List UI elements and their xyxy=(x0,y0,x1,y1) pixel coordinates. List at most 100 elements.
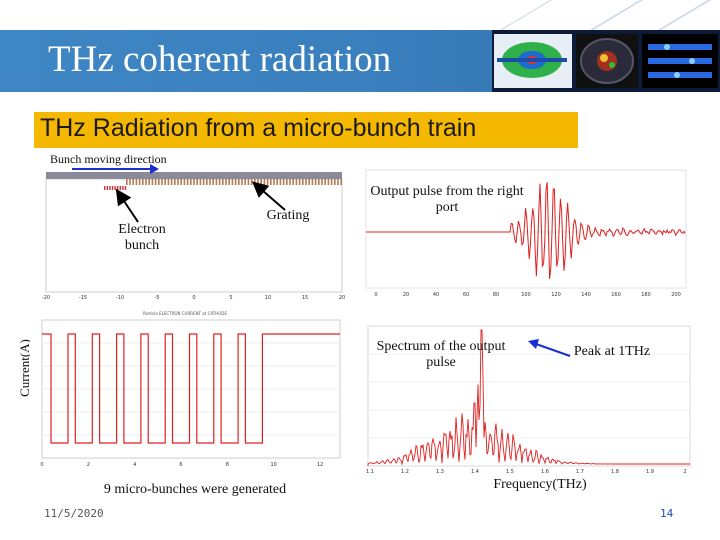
svg-text:Particle ELECTRON CURRENT at C: Particle ELECTRON CURRENT at CATHODE xyxy=(143,311,227,316)
grating-tooth xyxy=(180,179,182,185)
grating-tooth xyxy=(199,179,202,185)
grating-tooth xyxy=(177,179,179,185)
grating-tooth xyxy=(215,179,218,185)
grating-tooth xyxy=(241,179,243,185)
electron-bunch-marks xyxy=(104,186,127,190)
pulse-x-ticks: 0 20 40 60 80 100 120 140 160 180 200 xyxy=(374,292,680,298)
bunch-mark xyxy=(122,186,124,190)
grating-tooth xyxy=(202,179,205,185)
grating-tooth xyxy=(302,179,304,185)
x-tick-labels: -20 -15 -10 -5 0 5 10 15 20 xyxy=(42,295,345,301)
x-tick-label: 40 xyxy=(433,292,439,298)
x-tick-label: 1.3 xyxy=(436,469,444,475)
grating-tooth xyxy=(244,179,246,185)
grating-tooth xyxy=(154,179,157,185)
header-illustrations xyxy=(492,30,720,92)
x-tick-label: 4 xyxy=(133,462,136,468)
output-pulse-label: Output pulse from the right port xyxy=(370,184,524,215)
grating-tooth xyxy=(234,179,237,185)
current-grid xyxy=(42,342,340,436)
grating-tooth xyxy=(190,179,192,185)
bunch-direction-arrow xyxy=(72,164,159,174)
grating-tooth xyxy=(193,179,195,185)
electron-bunch-label: Electron bunch xyxy=(118,222,166,253)
x-tick-label: 180 xyxy=(641,292,651,298)
grating-tooth xyxy=(135,179,138,185)
bunch-mark xyxy=(117,186,119,190)
grating-tooth xyxy=(247,179,250,185)
grating-tooth xyxy=(129,179,131,185)
page-number: 14 xyxy=(660,507,674,520)
grating-tooth xyxy=(142,179,144,185)
x-tick-label: 0 xyxy=(374,292,377,298)
x-tick-label: -5 xyxy=(155,295,160,301)
grating-tooth xyxy=(167,179,170,185)
accelerator-image-2 xyxy=(576,34,638,88)
x-tick-label: 1.4 xyxy=(471,469,479,475)
grating-tooth xyxy=(295,179,298,185)
x-tick-label: 12 xyxy=(317,462,323,468)
grating-tooth xyxy=(318,179,320,185)
x-tick-label: 2 xyxy=(683,469,686,475)
grating-tooth xyxy=(279,179,282,185)
grating-tooth xyxy=(321,179,323,185)
x-tick-label: -15 xyxy=(79,295,87,301)
slide-subtitle: THz Radiation from a micro-bunch train xyxy=(40,114,477,142)
x-tick-label: 100 xyxy=(521,292,531,298)
grating-tooth xyxy=(330,179,333,185)
grating-tooth xyxy=(138,179,141,185)
current-trace xyxy=(42,333,340,444)
x-tick-label: 20 xyxy=(403,292,409,298)
bunch-mark xyxy=(111,186,114,190)
spectrum-x-ticks: 1.1 1.2 1.3 1.4 1.5 1.6 1.7 1.8 1.9 2 xyxy=(366,469,687,475)
bunch-mark xyxy=(106,186,108,190)
accelerator-image-1 xyxy=(494,34,572,88)
annotation-arrows-top-left xyxy=(115,181,286,223)
grating-tooth xyxy=(334,179,336,185)
x-tick-label: 5 xyxy=(229,295,232,301)
x-tick-label: 200 xyxy=(671,292,681,298)
grating-tooth xyxy=(126,179,128,185)
spectrum-label: Spectrum of the output pulse xyxy=(376,339,506,370)
current-x-ticks: 0 2 4 6 8 10 12 xyxy=(40,462,323,468)
grating-tooth xyxy=(286,179,288,185)
grating-tooth xyxy=(337,179,339,185)
grating-tooth xyxy=(222,179,224,185)
grating-tooth xyxy=(273,179,275,185)
x-tick-label: 60 xyxy=(463,292,469,298)
bunch-mark xyxy=(114,186,116,190)
bunch-mark xyxy=(124,186,127,190)
grating-tooth xyxy=(250,179,253,185)
spectrum-trace xyxy=(367,329,690,466)
output-pulse-trace xyxy=(366,182,686,279)
grating-tooth xyxy=(164,179,166,185)
grating-tooth xyxy=(311,179,314,185)
x-tick-label: 0 xyxy=(192,295,195,301)
x-tick-label: 140 xyxy=(581,292,591,298)
x-tick-label: 0 xyxy=(40,462,43,468)
header-decoration xyxy=(440,0,720,30)
x-tick-label: 1.1 xyxy=(366,469,374,475)
grating-tooth xyxy=(196,179,198,185)
grating-tooth xyxy=(161,179,163,185)
x-tick-label: 1.9 xyxy=(646,469,654,475)
x-tick-label: 10 xyxy=(270,462,276,468)
accelerator-image-3 xyxy=(642,34,718,88)
grating-tooth xyxy=(270,179,272,185)
slide-title: THz coherent radiation xyxy=(48,39,392,80)
x-tick-label: 1.2 xyxy=(401,469,409,475)
grating-tooth xyxy=(238,179,240,185)
output-pulse-chart: 0 20 40 60 80 100 120 140 160 180 200 xyxy=(360,160,690,300)
grating-tooth xyxy=(289,179,291,185)
x-tick-label: 10 xyxy=(265,295,271,301)
grating-tooth xyxy=(305,179,307,185)
bunch-direction-label: Bunch moving direction xyxy=(50,152,167,166)
grating-tooth xyxy=(212,179,214,185)
grating-tooth xyxy=(206,179,208,185)
peak-arrow xyxy=(528,339,571,357)
x-tick-label: 20 xyxy=(339,295,345,301)
grating-tooth xyxy=(170,179,173,185)
x-tick-label: 1.7 xyxy=(576,469,584,475)
x-tick-label: 1.8 xyxy=(611,469,619,475)
x-tick-label: -10 xyxy=(116,295,124,301)
